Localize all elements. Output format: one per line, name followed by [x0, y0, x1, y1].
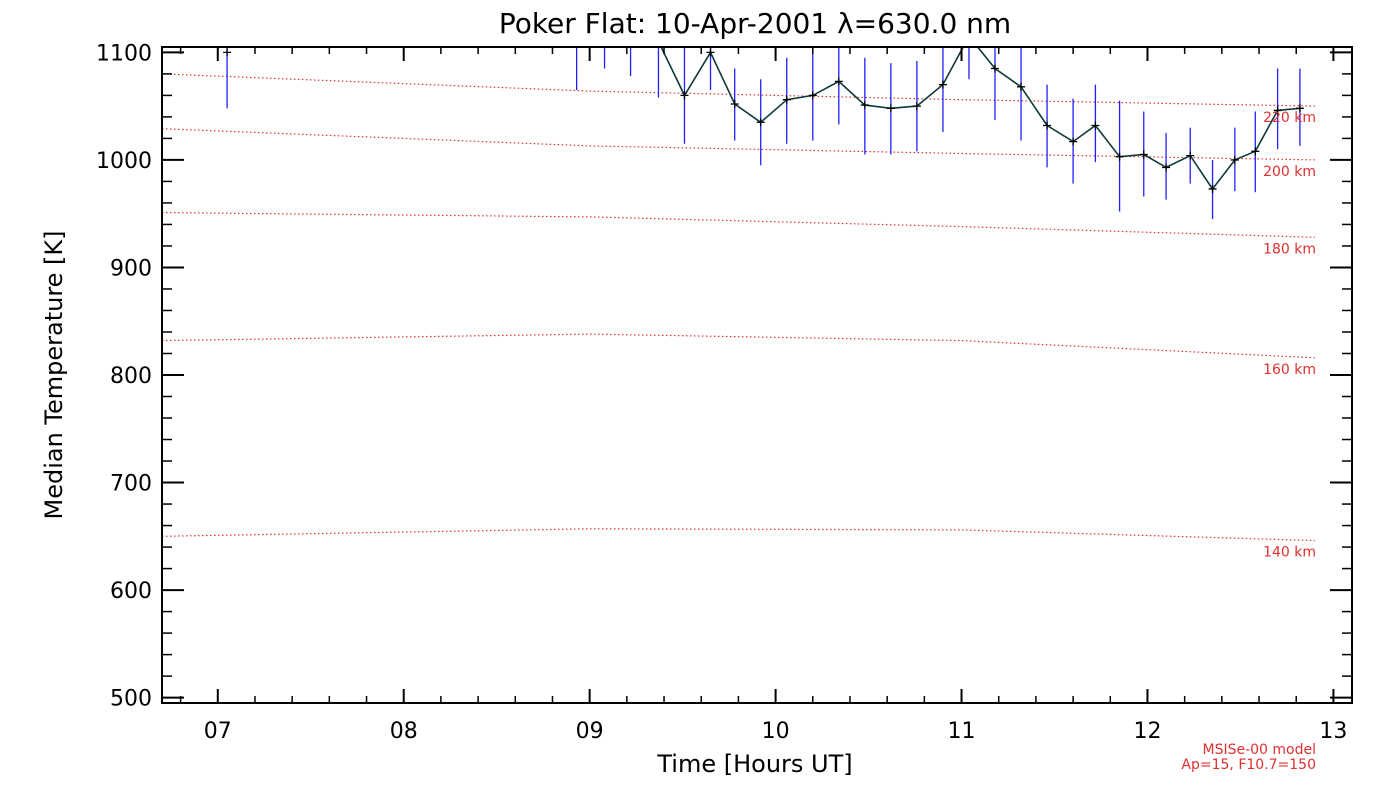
data-point-marker [1273, 106, 1282, 115]
model-annotation-line1: MSISe-00 model [1202, 742, 1316, 758]
data-point-marker [223, 48, 232, 57]
model-labels: 220 km 200 km 180 km 160 km 140 km [1263, 110, 1316, 560]
plot-frame [161, 46, 1353, 704]
model-curve [162, 528, 1315, 542]
data-point-marker [756, 118, 765, 127]
data-series [223, 47, 1304, 220]
x-tick-label: 10 [762, 719, 790, 744]
altitude-label: 200 km [1263, 164, 1316, 180]
data-point-marker [860, 101, 869, 110]
data-point-marker [938, 80, 947, 89]
x-axis-label: Time [Hours UT] [656, 750, 852, 778]
data-point-marker [706, 48, 715, 57]
altitude-label: 160 km [1263, 362, 1316, 378]
model-curve [162, 212, 1315, 238]
data-point-marker [886, 104, 895, 113]
x-tick-label: 12 [1133, 719, 1161, 744]
x-tick-label: 13 [1319, 719, 1347, 744]
altitude-label: 220 km [1263, 110, 1316, 126]
x-tick-label: 07 [204, 719, 232, 744]
data-point-marker [730, 99, 739, 108]
temperature-line [660, 47, 1300, 191]
data-point-marker [834, 77, 843, 86]
model-curve [162, 333, 1315, 359]
data-point-marker [1139, 150, 1148, 159]
data-point-marker [1295, 104, 1304, 113]
y-tick-label: 1000 [96, 149, 152, 174]
chart-title: Poker Flat: 10-Apr-2001 λ=630.0 nm [499, 7, 1011, 40]
model-curve [162, 73, 1315, 107]
data-point-marker [1115, 152, 1124, 161]
data-point-marker [1069, 137, 1078, 146]
data-point-marker [808, 91, 817, 100]
x-tick-label: 11 [948, 719, 976, 744]
data-point-marker [1017, 82, 1026, 91]
x-tick-label: 08 [390, 719, 418, 744]
y-tick-label: 1100 [96, 41, 152, 66]
y-tick-label: 800 [110, 364, 152, 389]
data-point-marker [1186, 151, 1195, 160]
y-tick-label: 900 [110, 256, 152, 281]
data-point-marker [991, 64, 999, 73]
model-curve [162, 128, 1315, 161]
data-point-marker [1230, 155, 1239, 164]
data-point-marker [1091, 121, 1100, 130]
y-tick-label: 700 [110, 472, 152, 497]
data-point-marker [1162, 163, 1171, 172]
altitude-label: 180 km [1263, 241, 1316, 257]
data-point-marker [1208, 184, 1217, 193]
y-tick-label: 600 [110, 579, 152, 604]
y-tick-label: 500 [110, 687, 152, 712]
altitude-label: 140 km [1263, 545, 1316, 561]
y-axis-label: Median Temperature [K] [40, 230, 68, 519]
data-point-marker [912, 102, 921, 111]
data-point-marker [1043, 121, 1052, 130]
data-point-marker [680, 91, 689, 100]
data-point-marker [782, 95, 791, 104]
model-annotation-line2: Ap=15, F10.7=150 [1181, 757, 1316, 773]
model-curves [162, 73, 1315, 542]
axis-ticks: 07 08 09 10 11 12 13 500 600 700 800 900 1000 1100 [96, 41, 1352, 744]
data-point-marker [1251, 147, 1260, 156]
x-tick-label: 09 [576, 719, 604, 744]
